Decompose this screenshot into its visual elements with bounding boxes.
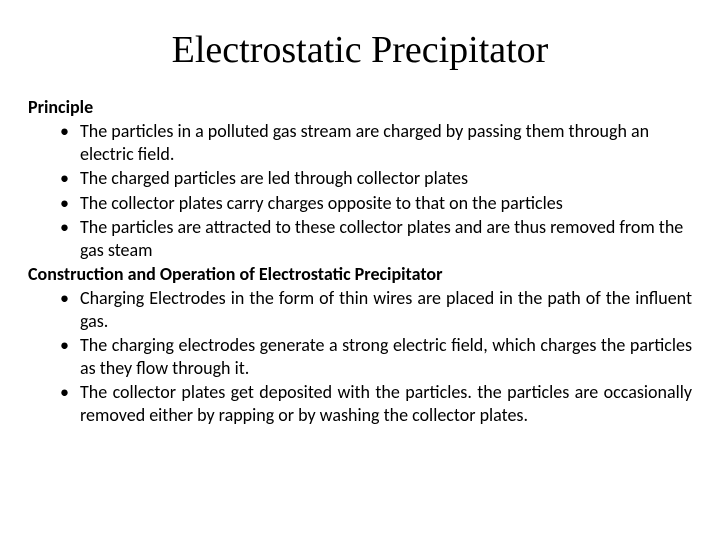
list-item: Charging Electrodes in the form of thin … [60,287,692,332]
section-heading-construction: Construction and Operation of Electrosta… [28,263,692,285]
section-construction: Construction and Operation of Electrosta… [28,263,692,426]
list-item: The charging electrodes generate a stron… [60,334,692,379]
list-item: The collector plates carry charges oppos… [60,192,692,215]
list-item: The particles in a polluted gas stream a… [60,120,692,165]
section-principle: Principle The particles in a polluted ga… [28,96,692,261]
page-title: Electrostatic Precipitator [28,28,692,72]
list-item: The collector plates get deposited with … [60,381,692,426]
section-heading-principle: Principle [28,96,692,118]
construction-list: Charging Electrodes in the form of thin … [28,287,692,426]
list-item: The charged particles are led through co… [60,167,692,190]
principle-list: The particles in a polluted gas stream a… [28,120,692,261]
list-item: The particles are attracted to these col… [60,216,692,261]
